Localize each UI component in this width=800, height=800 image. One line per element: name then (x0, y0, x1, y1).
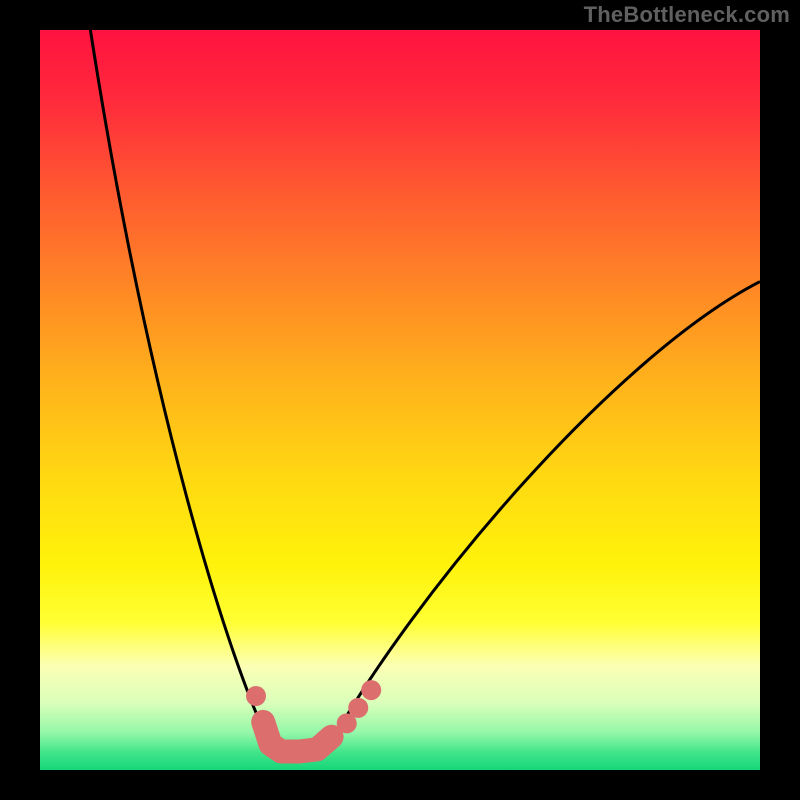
gradient-panel (40, 30, 760, 770)
watermark-text: TheBottleneck.com (584, 2, 790, 28)
chart-frame: TheBottleneck.com (0, 0, 800, 800)
marker-dot (348, 698, 368, 718)
marker-dot (361, 680, 381, 700)
bottleneck-chart (0, 0, 800, 800)
marker-dot (246, 686, 266, 706)
